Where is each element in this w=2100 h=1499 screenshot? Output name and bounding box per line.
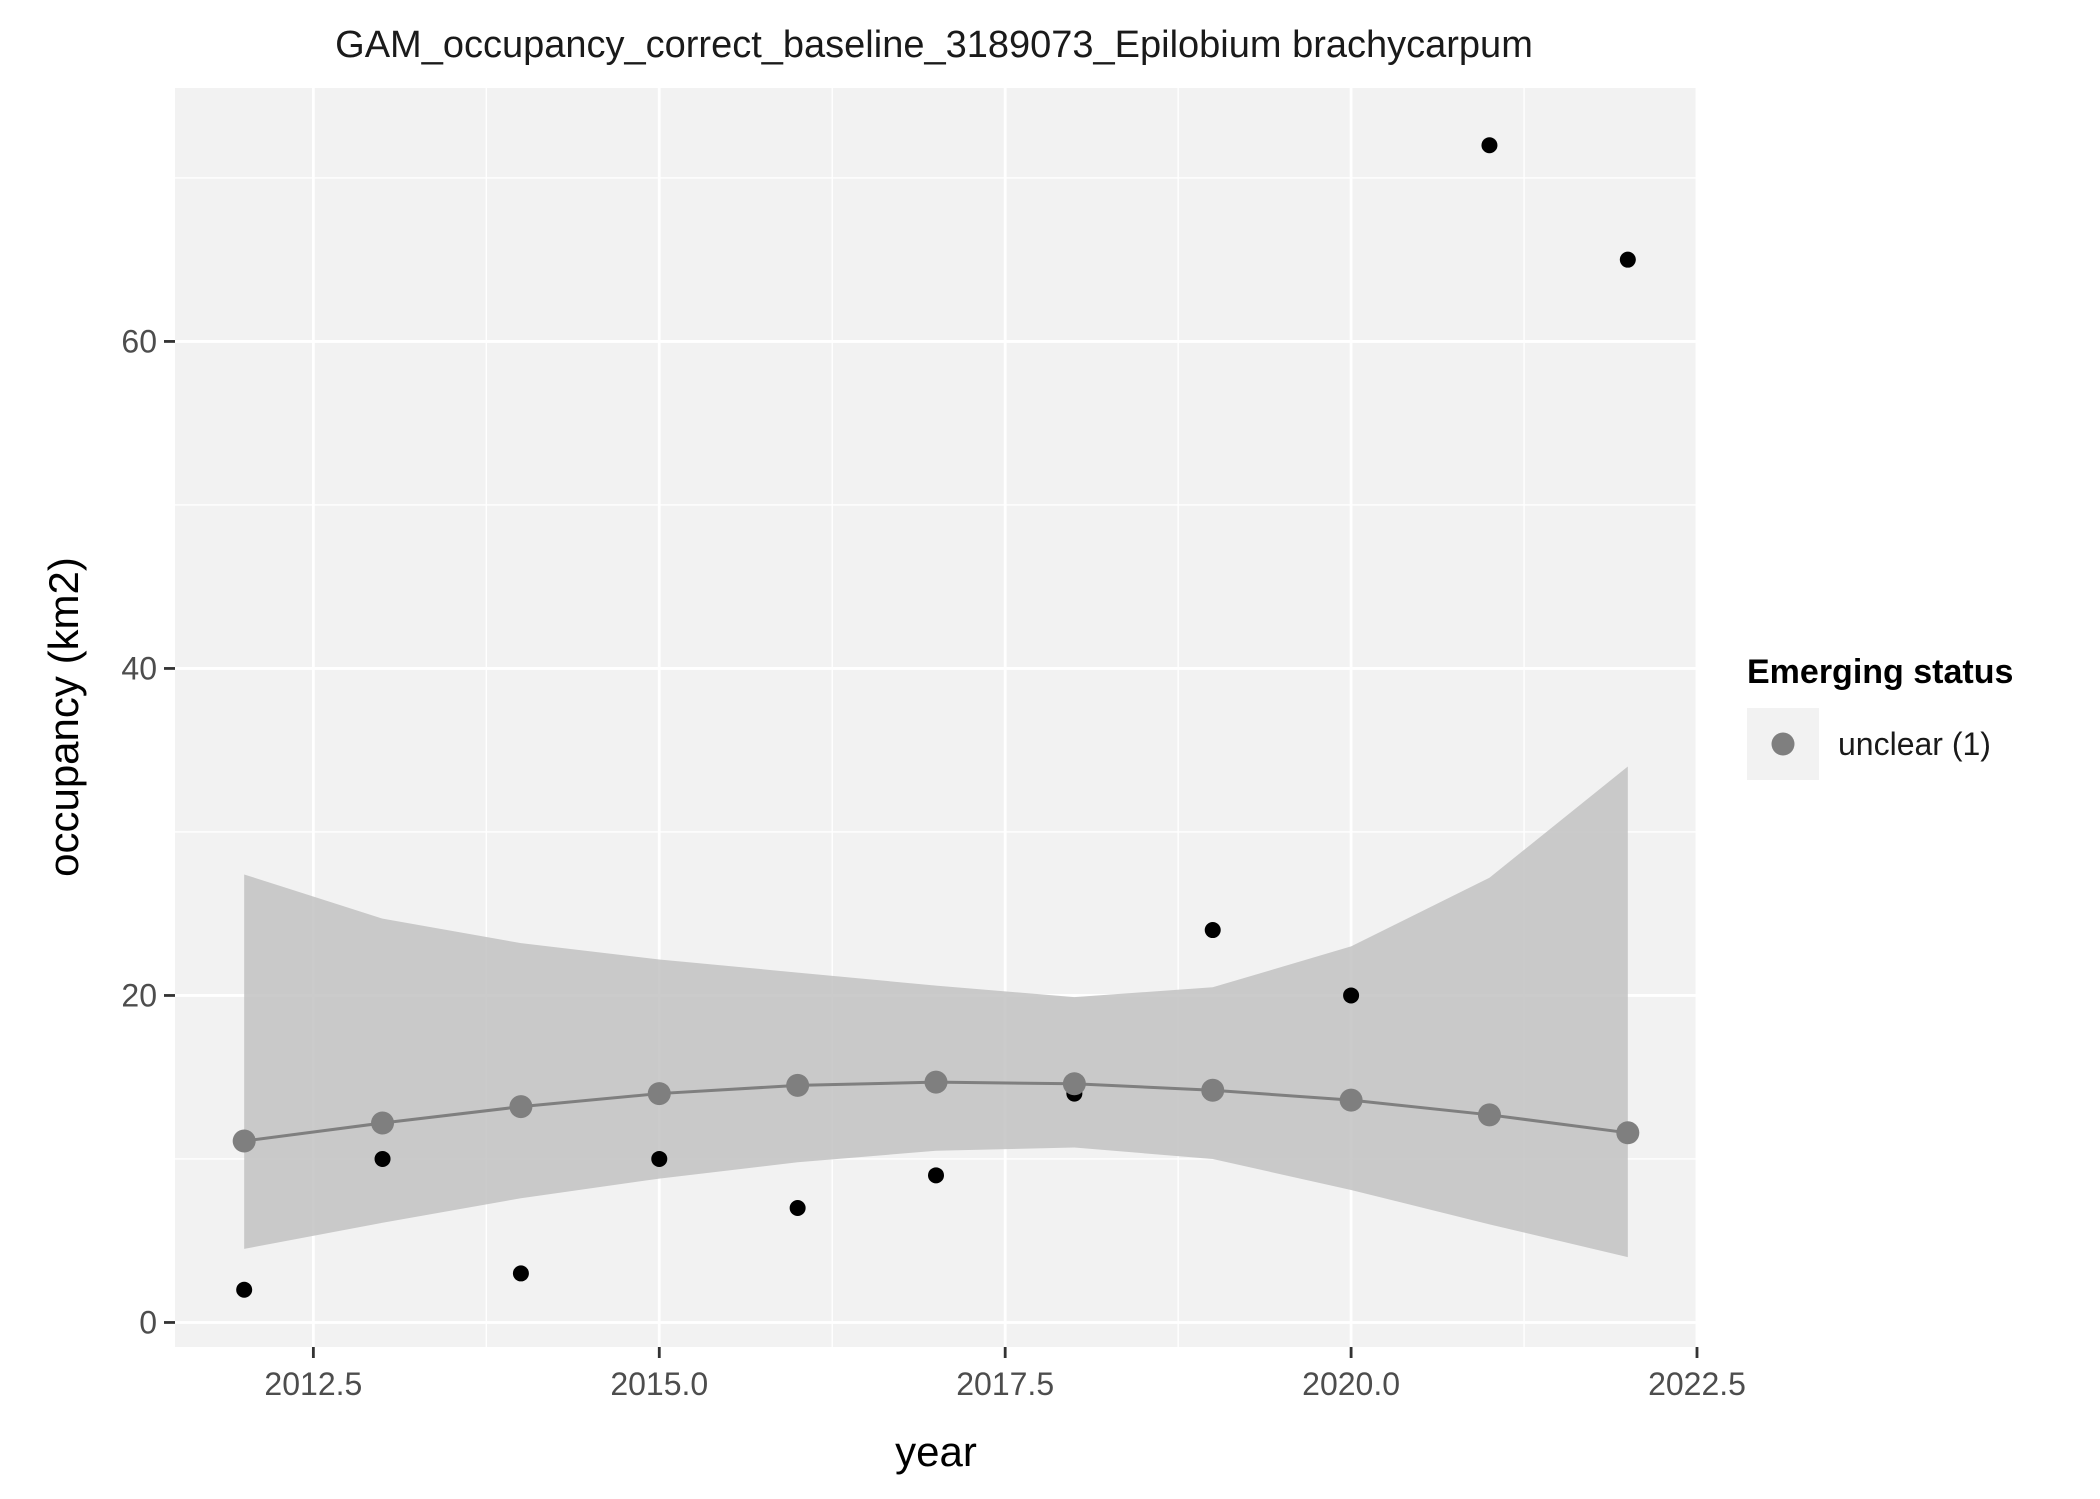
observed-point: [789, 1200, 806, 1217]
observed-point: [512, 1265, 529, 1282]
observed-point: [1481, 137, 1498, 154]
x-tick-label: 2022.5: [1648, 1366, 1746, 1402]
y-axis-title: occupancy (km2): [40, 557, 87, 877]
observed-points-layer: [236, 137, 1636, 1298]
fit-point: [786, 1073, 810, 1097]
fit-point: [1062, 1072, 1086, 1096]
y-tick-label: 0: [139, 1304, 157, 1340]
fit-point: [509, 1095, 533, 1119]
chart-title: GAM_occupancy_correct_baseline_3189073_E…: [335, 24, 1533, 66]
fit-point: [1477, 1103, 1501, 1127]
x-tick-label: 2017.5: [956, 1366, 1054, 1402]
fit-point: [924, 1070, 948, 1094]
legend-key-point: [1771, 732, 1795, 756]
fit-point: [647, 1082, 671, 1106]
fit-point: [371, 1111, 395, 1135]
observed-point: [374, 1150, 391, 1167]
confidence-ribbon: [244, 766, 1628, 1258]
observed-point: [236, 1281, 253, 1298]
y-tick-label: 60: [121, 323, 157, 359]
fit-point: [1616, 1121, 1640, 1145]
fit-point: [232, 1129, 256, 1153]
observed-point: [1204, 922, 1221, 939]
legend-label: unclear (1): [1838, 726, 1991, 762]
fit-point: [1339, 1088, 1363, 1112]
confidence-ribbon-layer: [244, 766, 1628, 1258]
observed-point: [651, 1150, 668, 1167]
observed-point: [1619, 251, 1636, 268]
x-tick-label: 2020.0: [1302, 1366, 1400, 1402]
axes: 2012.5 2015.0 2017.5 2020.0 2022.5 0 20 40 60: [121, 323, 1746, 1402]
y-tick-label: 20: [121, 977, 157, 1013]
x-tick-label: 2012.5: [264, 1366, 362, 1402]
observed-point: [1343, 987, 1360, 1004]
legend: Emerging status unclear (1): [1747, 653, 2013, 780]
x-axis-title: year: [895, 1428, 977, 1475]
x-tick-label: 2015.0: [610, 1366, 708, 1402]
legend-title: Emerging status: [1747, 653, 2013, 691]
fit-layer: [232, 1070, 1640, 1153]
fit-point: [1201, 1078, 1225, 1102]
y-tick-label: 40: [121, 650, 157, 686]
observed-point: [928, 1167, 944, 1184]
